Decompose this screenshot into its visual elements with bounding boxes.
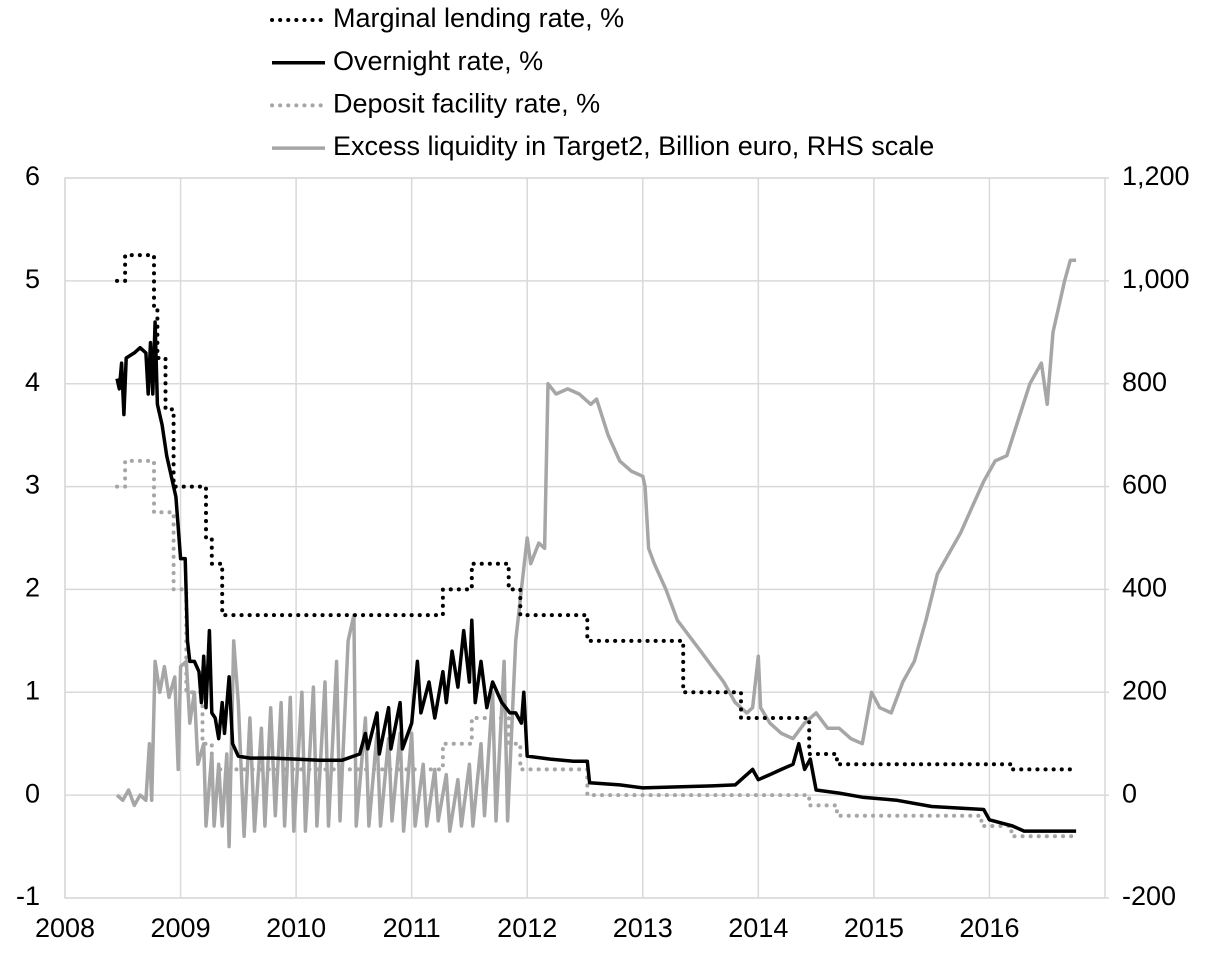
y-tick-label: 2 xyxy=(25,573,40,603)
y-tick-label: 3 xyxy=(25,470,40,500)
x-tick-label: 2016 xyxy=(959,913,1019,943)
y2-tick-label: 800 xyxy=(1122,367,1167,397)
series-line xyxy=(115,253,1079,772)
y2-tick-label: 0 xyxy=(1122,778,1137,808)
x-tick-label: 2008 xyxy=(35,913,95,943)
series-line xyxy=(115,458,1079,839)
plot-border xyxy=(64,177,1106,899)
y2-tick-label: 1,000 xyxy=(1122,264,1190,294)
legend-label: Overnight rate, % xyxy=(333,46,543,76)
legend-label: Marginal lending rate, % xyxy=(333,3,624,33)
y-tick-label: 4 xyxy=(25,367,40,397)
x-tick-label: 2011 xyxy=(383,913,441,943)
y-tick-label: 0 xyxy=(25,778,40,808)
series-line xyxy=(115,258,1077,849)
x-tick-label: 2012 xyxy=(497,913,557,943)
y-tick-label: 5 xyxy=(25,264,40,294)
x-tick-label: 2015 xyxy=(844,913,904,943)
y2-tick-label: 1,200 xyxy=(1122,161,1190,191)
series-line xyxy=(115,320,1077,833)
y2-tick-label: 400 xyxy=(1122,573,1167,603)
y-tick-label: 1 xyxy=(25,675,40,705)
legend-label: Deposit facility rate, % xyxy=(333,89,600,119)
x-tick-label: 2013 xyxy=(613,913,673,943)
y-tick-label: -1 xyxy=(16,881,40,911)
y2-tick-label: 600 xyxy=(1122,470,1167,500)
y-tick-label: 6 xyxy=(25,161,40,191)
x-tick-label: 2009 xyxy=(151,913,211,943)
x-tick-label: 2014 xyxy=(728,913,788,943)
y2-tick-label: 200 xyxy=(1122,675,1167,705)
x-tick-label: 2010 xyxy=(266,913,326,943)
y2-tick-label: -200 xyxy=(1122,881,1176,911)
legend-label: Excess liquidity in Target2, Billion eur… xyxy=(333,131,934,161)
